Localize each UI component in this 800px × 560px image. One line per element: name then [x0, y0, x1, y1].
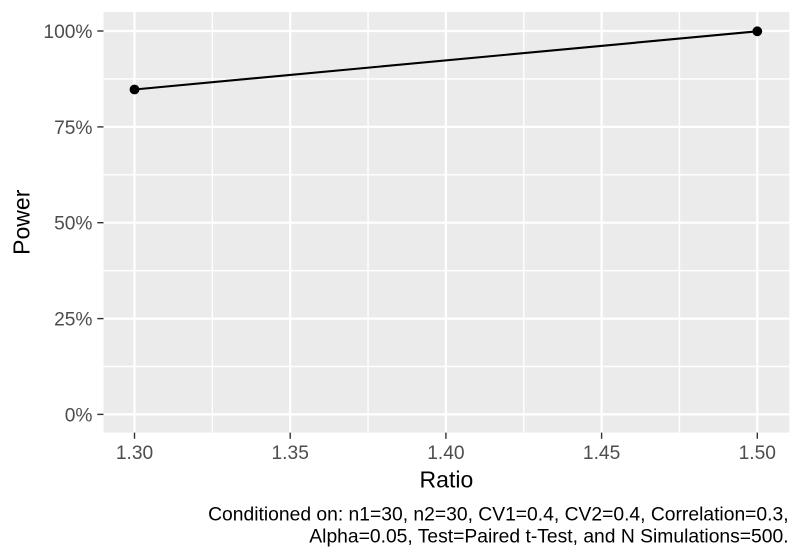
svg-text:1.45: 1.45: [583, 443, 620, 464]
svg-text:Conditioned on: n1=30, n2=30,: Conditioned on: n1=30, n2=30, CV1=0.4, C…: [208, 504, 788, 525]
svg-text:Power: Power: [9, 189, 35, 255]
svg-text:100%: 100%: [43, 22, 92, 43]
svg-text:0%: 0%: [65, 405, 93, 426]
svg-text:1.50: 1.50: [739, 443, 776, 464]
svg-text:Ratio: Ratio: [420, 467, 474, 493]
svg-text:1.40: 1.40: [427, 443, 464, 464]
svg-text:25%: 25%: [54, 310, 92, 331]
svg-text:1.30: 1.30: [116, 443, 153, 464]
svg-text:75%: 75%: [54, 118, 92, 139]
svg-text:50%: 50%: [54, 214, 92, 235]
svg-text:Alpha=0.05, Test=Paired t-Test: Alpha=0.05, Test=Paired t-Test, and N Si…: [309, 526, 788, 547]
svg-text:1.35: 1.35: [272, 443, 309, 464]
